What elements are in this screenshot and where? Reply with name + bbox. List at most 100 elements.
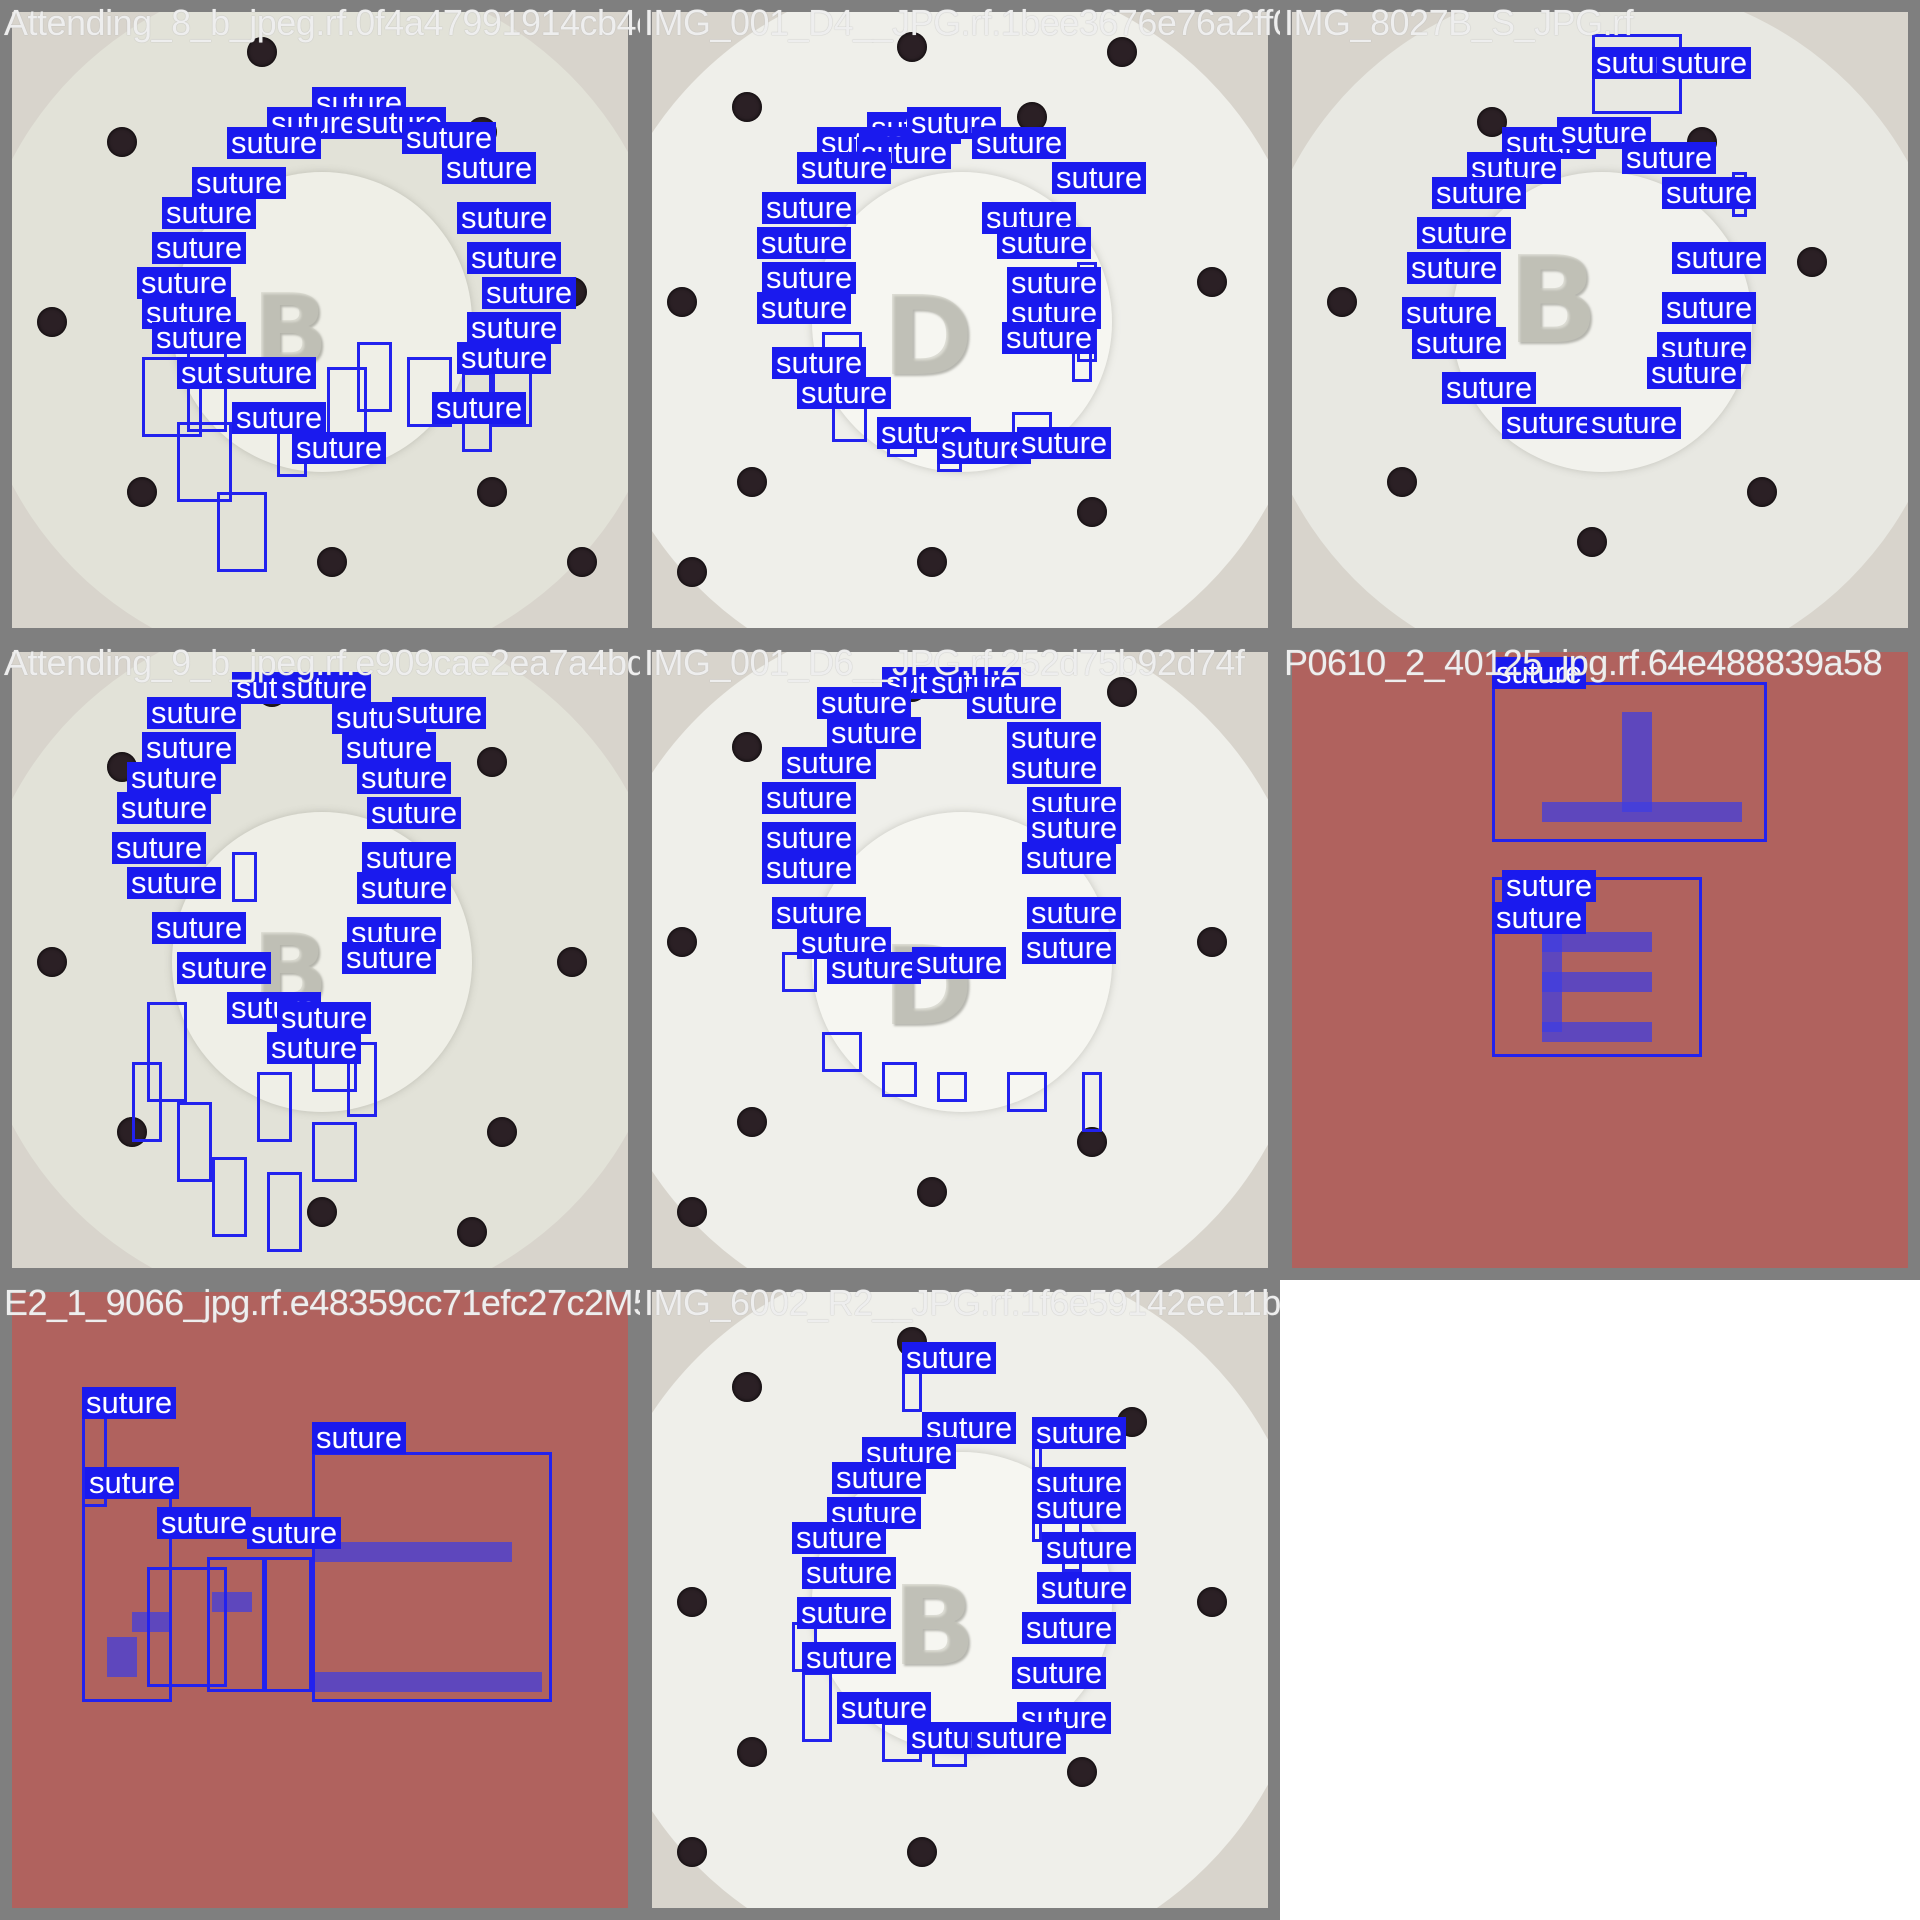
pad-hole — [1327, 287, 1357, 317]
detection-label: suture — [162, 197, 257, 229]
suture-segmentation-mask — [107, 1637, 137, 1677]
tile-filename: Attending_8_b_jpeg.rf.0f4a47991914cb4c7c… — [4, 2, 640, 43]
pad-hole — [317, 547, 347, 577]
detection-label: suture — [222, 357, 317, 389]
pad-hole — [677, 557, 707, 587]
detection-label: suture — [192, 167, 287, 199]
pad-hole — [667, 927, 697, 957]
detection-label: suture — [367, 797, 462, 829]
detection-label: suture — [1662, 292, 1757, 324]
detection-label: suture — [85, 1467, 180, 1499]
pad-hole — [917, 1177, 947, 1207]
detection-box — [312, 1122, 357, 1182]
suture-segmentation-mask — [312, 1672, 542, 1692]
pad-hole — [37, 307, 67, 337]
skin-pad-background — [1292, 652, 1908, 1268]
pad-hole — [107, 127, 137, 157]
detection-box — [1492, 877, 1702, 1057]
detection-label: suture — [827, 952, 922, 984]
detection-label: suture — [772, 347, 867, 379]
detection-label: suture — [142, 732, 237, 764]
detection-label: suture — [802, 1557, 897, 1589]
detection-label: suture — [1622, 142, 1717, 174]
pad-hole — [1387, 467, 1417, 497]
detection-label: suture — [1032, 1417, 1127, 1449]
detection-label: suture — [762, 822, 857, 854]
detection-label: suture — [1492, 657, 1587, 689]
pad-hole — [732, 1372, 762, 1402]
tile-filename: IMG_001_D6__JPG.rf.252d75b92d74f — [644, 642, 1245, 683]
detection-label: suture — [342, 942, 437, 974]
detection-label: suture — [817, 687, 912, 719]
detection-label: suture — [482, 277, 577, 309]
detection-box — [132, 1062, 162, 1142]
detection-label: suture — [797, 152, 892, 184]
pad-hole — [677, 1197, 707, 1227]
detection-label: suture — [152, 322, 247, 354]
pad-hole — [907, 1837, 937, 1867]
detection-label: suture — [1017, 427, 1112, 459]
detection-box — [232, 852, 257, 902]
detection-label: suture — [1502, 407, 1597, 439]
detection-label: suture — [762, 852, 857, 884]
detection-label: suture — [912, 947, 1007, 979]
suture-segmentation-mask — [1542, 802, 1742, 822]
pad-hole — [667, 287, 697, 317]
detection-label: suture — [802, 1642, 897, 1674]
detection-box — [262, 1557, 312, 1692]
detection-label: suture — [757, 227, 852, 259]
detection-label: suture — [1037, 1572, 1132, 1604]
detection-label: suture — [117, 792, 212, 824]
pad-hole — [917, 547, 947, 577]
detection-label: suture — [1027, 812, 1122, 844]
tile-photo: suture suture suture suture suture — [12, 1292, 628, 1908]
detection-box — [1007, 1072, 1047, 1112]
tile-filename: P0610_2_40125_jpg.rf.64e488839a58 — [1284, 642, 1883, 683]
detection-label: suture — [277, 1002, 372, 1034]
detection-label: suture — [457, 342, 552, 374]
detection-label: suture — [292, 432, 387, 464]
detection-label: suture — [857, 137, 952, 169]
detection-box — [257, 1072, 292, 1142]
pad-hole — [37, 947, 67, 977]
detection-box — [147, 1567, 227, 1687]
detection-box — [822, 1032, 862, 1072]
detection-label: suture — [1407, 252, 1502, 284]
detection-label: suture — [1432, 177, 1527, 209]
detection-box — [177, 1102, 212, 1182]
detection-label: suture — [157, 1507, 252, 1539]
detection-label: suture — [997, 227, 1092, 259]
detection-label: suture — [362, 842, 457, 874]
detection-box — [267, 1172, 302, 1252]
detection-label: suture — [797, 1597, 892, 1629]
pad-hole — [732, 92, 762, 122]
suture-pad — [1292, 12, 1908, 628]
detection-label: suture — [232, 402, 327, 434]
pad-hole — [1067, 1757, 1097, 1787]
tile-filename: IMG_001_D4__JPG.rf.1bee3676e76a2ff0c80a7… — [644, 2, 1280, 43]
tile-filename: IMG_8027B_S_JPG.rf — [1284, 2, 1634, 43]
detection-box — [217, 492, 267, 572]
pad-hole — [307, 1197, 337, 1227]
detection-label: suture — [147, 697, 242, 729]
detection-label: suture — [457, 202, 552, 234]
detection-label: suture — [1007, 267, 1102, 299]
detection-label: suture — [152, 232, 247, 264]
detection-label: suture — [127, 867, 222, 899]
pad-hole — [677, 1587, 707, 1617]
detection-label: suture — [757, 292, 852, 324]
detection-label: suture — [797, 377, 892, 409]
suture-segmentation-mask — [312, 1542, 512, 1562]
detection-label: suture — [1402, 297, 1497, 329]
suture-segmentation-mask — [1542, 1022, 1652, 1042]
pad-hole — [677, 1837, 707, 1867]
detection-label: suture — [972, 1722, 1067, 1754]
pad-hole — [1107, 677, 1137, 707]
detection-box — [347, 1042, 377, 1117]
pad-hole — [487, 1117, 517, 1147]
